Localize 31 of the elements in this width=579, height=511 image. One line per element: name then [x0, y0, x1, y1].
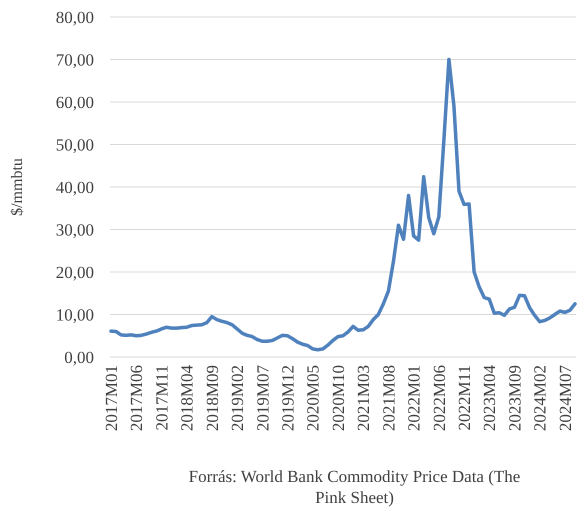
- y-tick-label: 30,00: [56, 220, 94, 240]
- x-tick-label: 2017M06: [127, 365, 146, 432]
- y-tick-label: 70,00: [56, 50, 94, 70]
- x-tick-label: 2019M02: [228, 365, 248, 432]
- x-tick-label: 2021M08: [379, 365, 398, 432]
- x-tick-label: 2024M07: [556, 364, 575, 432]
- x-tick-label: 2023M09: [505, 365, 524, 432]
- x-tick-label: 2022M06: [430, 365, 449, 432]
- y-tick-label: 50,00: [56, 135, 94, 154]
- y-tick-label: 10,00: [56, 305, 94, 324]
- x-tick-label: 2018M09: [202, 365, 222, 432]
- x-tick-label: 2017M11: [152, 365, 172, 430]
- y-tick-label: 40,00: [56, 178, 94, 197]
- y-tick-label: 20,00: [56, 262, 94, 282]
- x-tick-label: 2022M01: [404, 365, 424, 432]
- y-axis-title: $/mmbtu: [9, 158, 26, 216]
- text: Forrás: World Bank Commodity Price Data (The Pink Sheet): [188, 467, 520, 507]
- y-tick-label: 80,00: [56, 8, 94, 27]
- x-tick-label: 2021M03: [354, 365, 374, 432]
- x-tick-label: 2023M04: [480, 364, 500, 432]
- line-series: [109, 58, 577, 352]
- x-tick-label: 2019M12: [278, 365, 298, 432]
- x-tick-label: 2018M04: [178, 364, 197, 432]
- x-tick-label: 2024M02: [530, 365, 550, 432]
- y-tick-label: 60,00: [56, 92, 94, 112]
- x-tick-label: 2017M01: [102, 365, 121, 432]
- x-tick-label: 2020M10: [328, 365, 348, 432]
- x-tick-label: 2020M05: [304, 365, 323, 432]
- y-tick-label: 0,00: [64, 348, 94, 367]
- x-tick-label: 2022M11: [454, 365, 474, 430]
- x-tick-label: 2019M07: [253, 364, 272, 432]
